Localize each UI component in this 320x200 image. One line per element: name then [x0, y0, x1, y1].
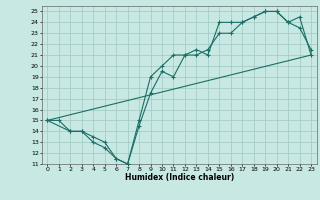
- X-axis label: Humidex (Indice chaleur): Humidex (Indice chaleur): [124, 173, 234, 182]
